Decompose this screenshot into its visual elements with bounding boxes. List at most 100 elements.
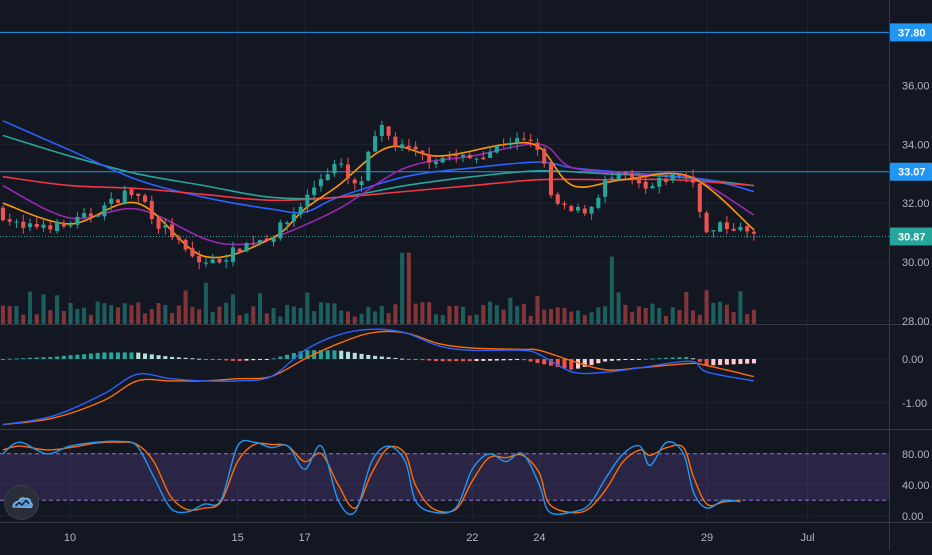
candle-body	[291, 214, 296, 222]
price-axis[interactable]: 28.00 30.00 32.00 34.00 36.00 0.00 -1.00 80.00 4…	[890, 23, 932, 523]
volume-bar	[27, 291, 33, 324]
volume-bar	[149, 309, 154, 324]
candle-body	[542, 148, 547, 164]
level-price-label: 37.80	[898, 27, 926, 39]
candle-body	[677, 174, 682, 176]
macd-histogram-bar	[447, 359, 452, 362]
volume-bar	[542, 309, 547, 324]
macd-histogram-bar	[325, 350, 330, 359]
candle-body	[555, 194, 560, 204]
volume-bar	[474, 314, 479, 324]
level-price-label: 33.07	[898, 167, 926, 179]
candle-body	[697, 183, 702, 212]
volume-bar	[677, 310, 682, 324]
macd-histogram-bar	[691, 358, 696, 360]
candle-body	[332, 163, 337, 174]
macd-histogram-bar	[670, 357, 675, 359]
volume-bar	[48, 310, 53, 324]
candle-body	[251, 243, 256, 245]
volume-bar	[318, 302, 323, 324]
candle-body	[122, 190, 127, 203]
volume-bar	[427, 302, 432, 324]
stoch-tick-label: 40.00	[902, 480, 930, 492]
macd-histogram-bar	[745, 359, 750, 364]
candle-body	[312, 187, 317, 195]
macd-pane	[0, 328, 756, 426]
candle-body	[149, 200, 154, 220]
volume-bar	[582, 315, 587, 324]
candle-body	[210, 259, 215, 264]
candle-body	[575, 206, 581, 211]
macd-histogram-bar	[548, 359, 553, 366]
candle-body	[244, 243, 249, 252]
volume-bar	[163, 305, 168, 324]
macd-histogram-bar	[433, 359, 438, 362]
candle-body	[359, 181, 364, 186]
candle-body	[724, 222, 729, 230]
volume-bar	[68, 302, 73, 324]
candle-body	[718, 222, 723, 232]
candle-body	[609, 177, 614, 179]
macd-histogram-bar	[731, 359, 736, 365]
tradingview-logo[interactable]	[5, 486, 38, 519]
macd-histogram-bar	[718, 359, 723, 365]
volume-bar	[691, 310, 696, 324]
volume-bar	[190, 306, 195, 324]
volume-bar	[569, 311, 574, 324]
macd-histogram-bar	[508, 359, 513, 361]
candle-body	[75, 216, 80, 225]
macd-histogram-bar	[88, 353, 93, 359]
time-tick-label: 29	[701, 532, 713, 544]
candle-body	[427, 154, 432, 163]
macd-histogram-bar	[684, 356, 689, 359]
macd-histogram-bar	[149, 354, 154, 359]
candle-body	[460, 154, 466, 157]
volume-bar	[366, 307, 371, 324]
macd-histogram-bar	[596, 359, 601, 364]
volume-bar	[386, 313, 391, 324]
horizontal-levels[interactable]	[0, 31, 889, 238]
macd-histogram-bar	[82, 354, 87, 359]
volume-bar	[711, 302, 716, 324]
macd-histogram-bar	[481, 359, 486, 361]
stochastic-pane	[0, 439, 889, 516]
macd-histogram-bar	[305, 350, 310, 359]
volume-bar	[170, 312, 175, 324]
volume-bar	[102, 303, 107, 324]
macd-histogram-bar	[48, 356, 53, 359]
time-axis[interactable]: 10 15 17 22 24 29 Jul	[64, 532, 815, 544]
macd-histogram-bar	[751, 359, 756, 364]
volume-bar	[339, 310, 344, 324]
candle-body	[183, 239, 188, 250]
candle-body	[596, 197, 601, 208]
price-tick-label: 28.00	[902, 316, 930, 328]
candle-body	[494, 145, 499, 153]
volume-bar	[718, 301, 723, 324]
macd-signal-line	[2, 330, 755, 426]
macd-histogram-bar	[170, 356, 175, 359]
volume-bar	[345, 311, 351, 324]
candle-body	[474, 158, 479, 160]
macd-tick-label: -1.00	[902, 398, 927, 410]
price-tick-label: 32.00	[902, 198, 930, 210]
volume-bar	[420, 302, 425, 324]
candle-body	[176, 237, 181, 240]
candle-body	[636, 177, 641, 184]
macd-histogram-bar	[697, 359, 702, 362]
volume-bar	[75, 308, 80, 324]
macd-histogram-bar	[643, 358, 648, 360]
volume-bar	[535, 295, 540, 324]
volume-bar	[738, 291, 743, 324]
time-tick-label: 17	[299, 532, 311, 544]
volume-bar	[210, 312, 215, 324]
volume-bar	[521, 303, 526, 324]
candle-body	[630, 173, 635, 178]
volume-bar	[575, 310, 581, 324]
candle-body	[691, 176, 696, 183]
candle-body	[88, 213, 93, 217]
candle-body	[115, 199, 120, 203]
macd-histogram-bar	[359, 353, 364, 359]
